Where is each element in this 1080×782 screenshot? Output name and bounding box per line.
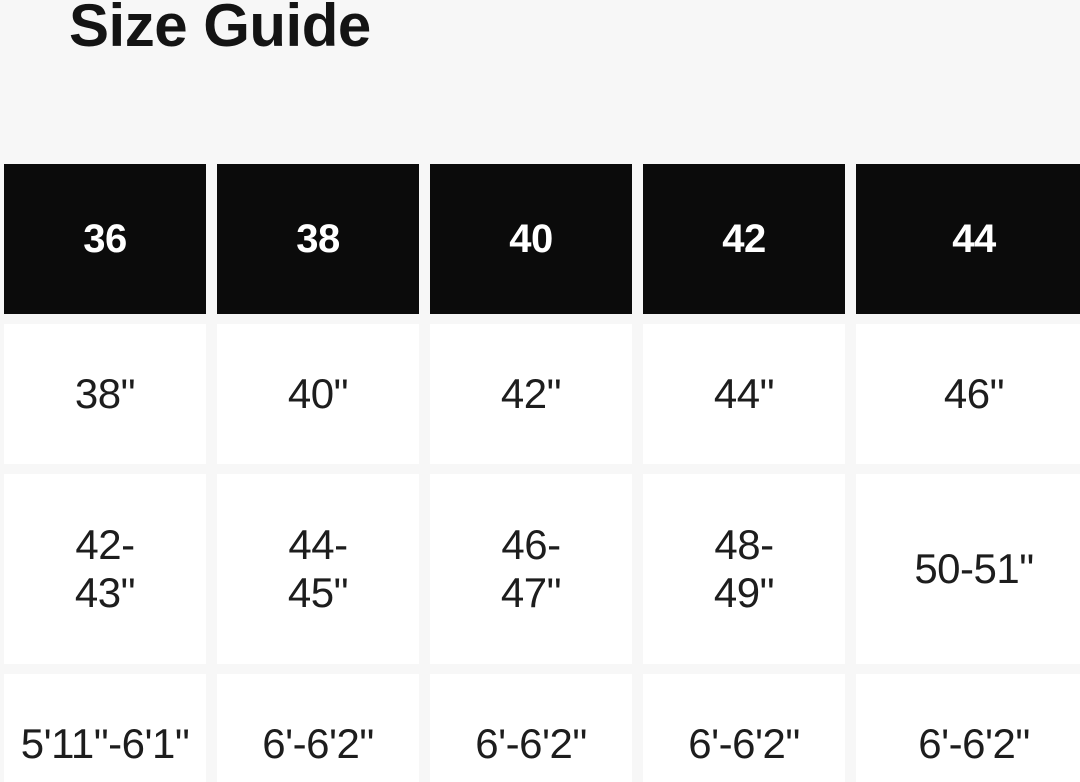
size-header-cell: 40	[430, 164, 632, 314]
size-header-cell: 44	[856, 164, 1080, 314]
table-cell: 46- 47"	[430, 474, 632, 664]
table-cell: 48- 49"	[643, 474, 845, 664]
size-guide-table: 36 38 40 42 44 38" 40" 42" 44" 46" 42- 4…	[4, 164, 1080, 782]
table-cell: 40"	[217, 324, 419, 464]
table-cell: 5'11"-6'1"	[4, 674, 206, 782]
table-cell: 44"	[643, 324, 845, 464]
table-cell: 42- 43"	[4, 474, 206, 664]
table-cell: 6'-6'2"	[217, 674, 419, 782]
table-cell: 50-51"	[856, 474, 1080, 664]
table-cell: 6'-6'2"	[856, 674, 1080, 782]
table-cell: 38"	[4, 324, 206, 464]
size-header-cell: 42	[643, 164, 845, 314]
table-cell: 46"	[856, 324, 1080, 464]
size-header-cell: 36	[4, 164, 206, 314]
table-cell: 44- 45"	[217, 474, 419, 664]
table-cell: 6'-6'2"	[643, 674, 845, 782]
page-title: Size Guide	[69, 0, 371, 59]
table-cell: 42"	[430, 324, 632, 464]
table-cell: 6'-6'2"	[430, 674, 632, 782]
size-header-cell: 38	[217, 164, 419, 314]
